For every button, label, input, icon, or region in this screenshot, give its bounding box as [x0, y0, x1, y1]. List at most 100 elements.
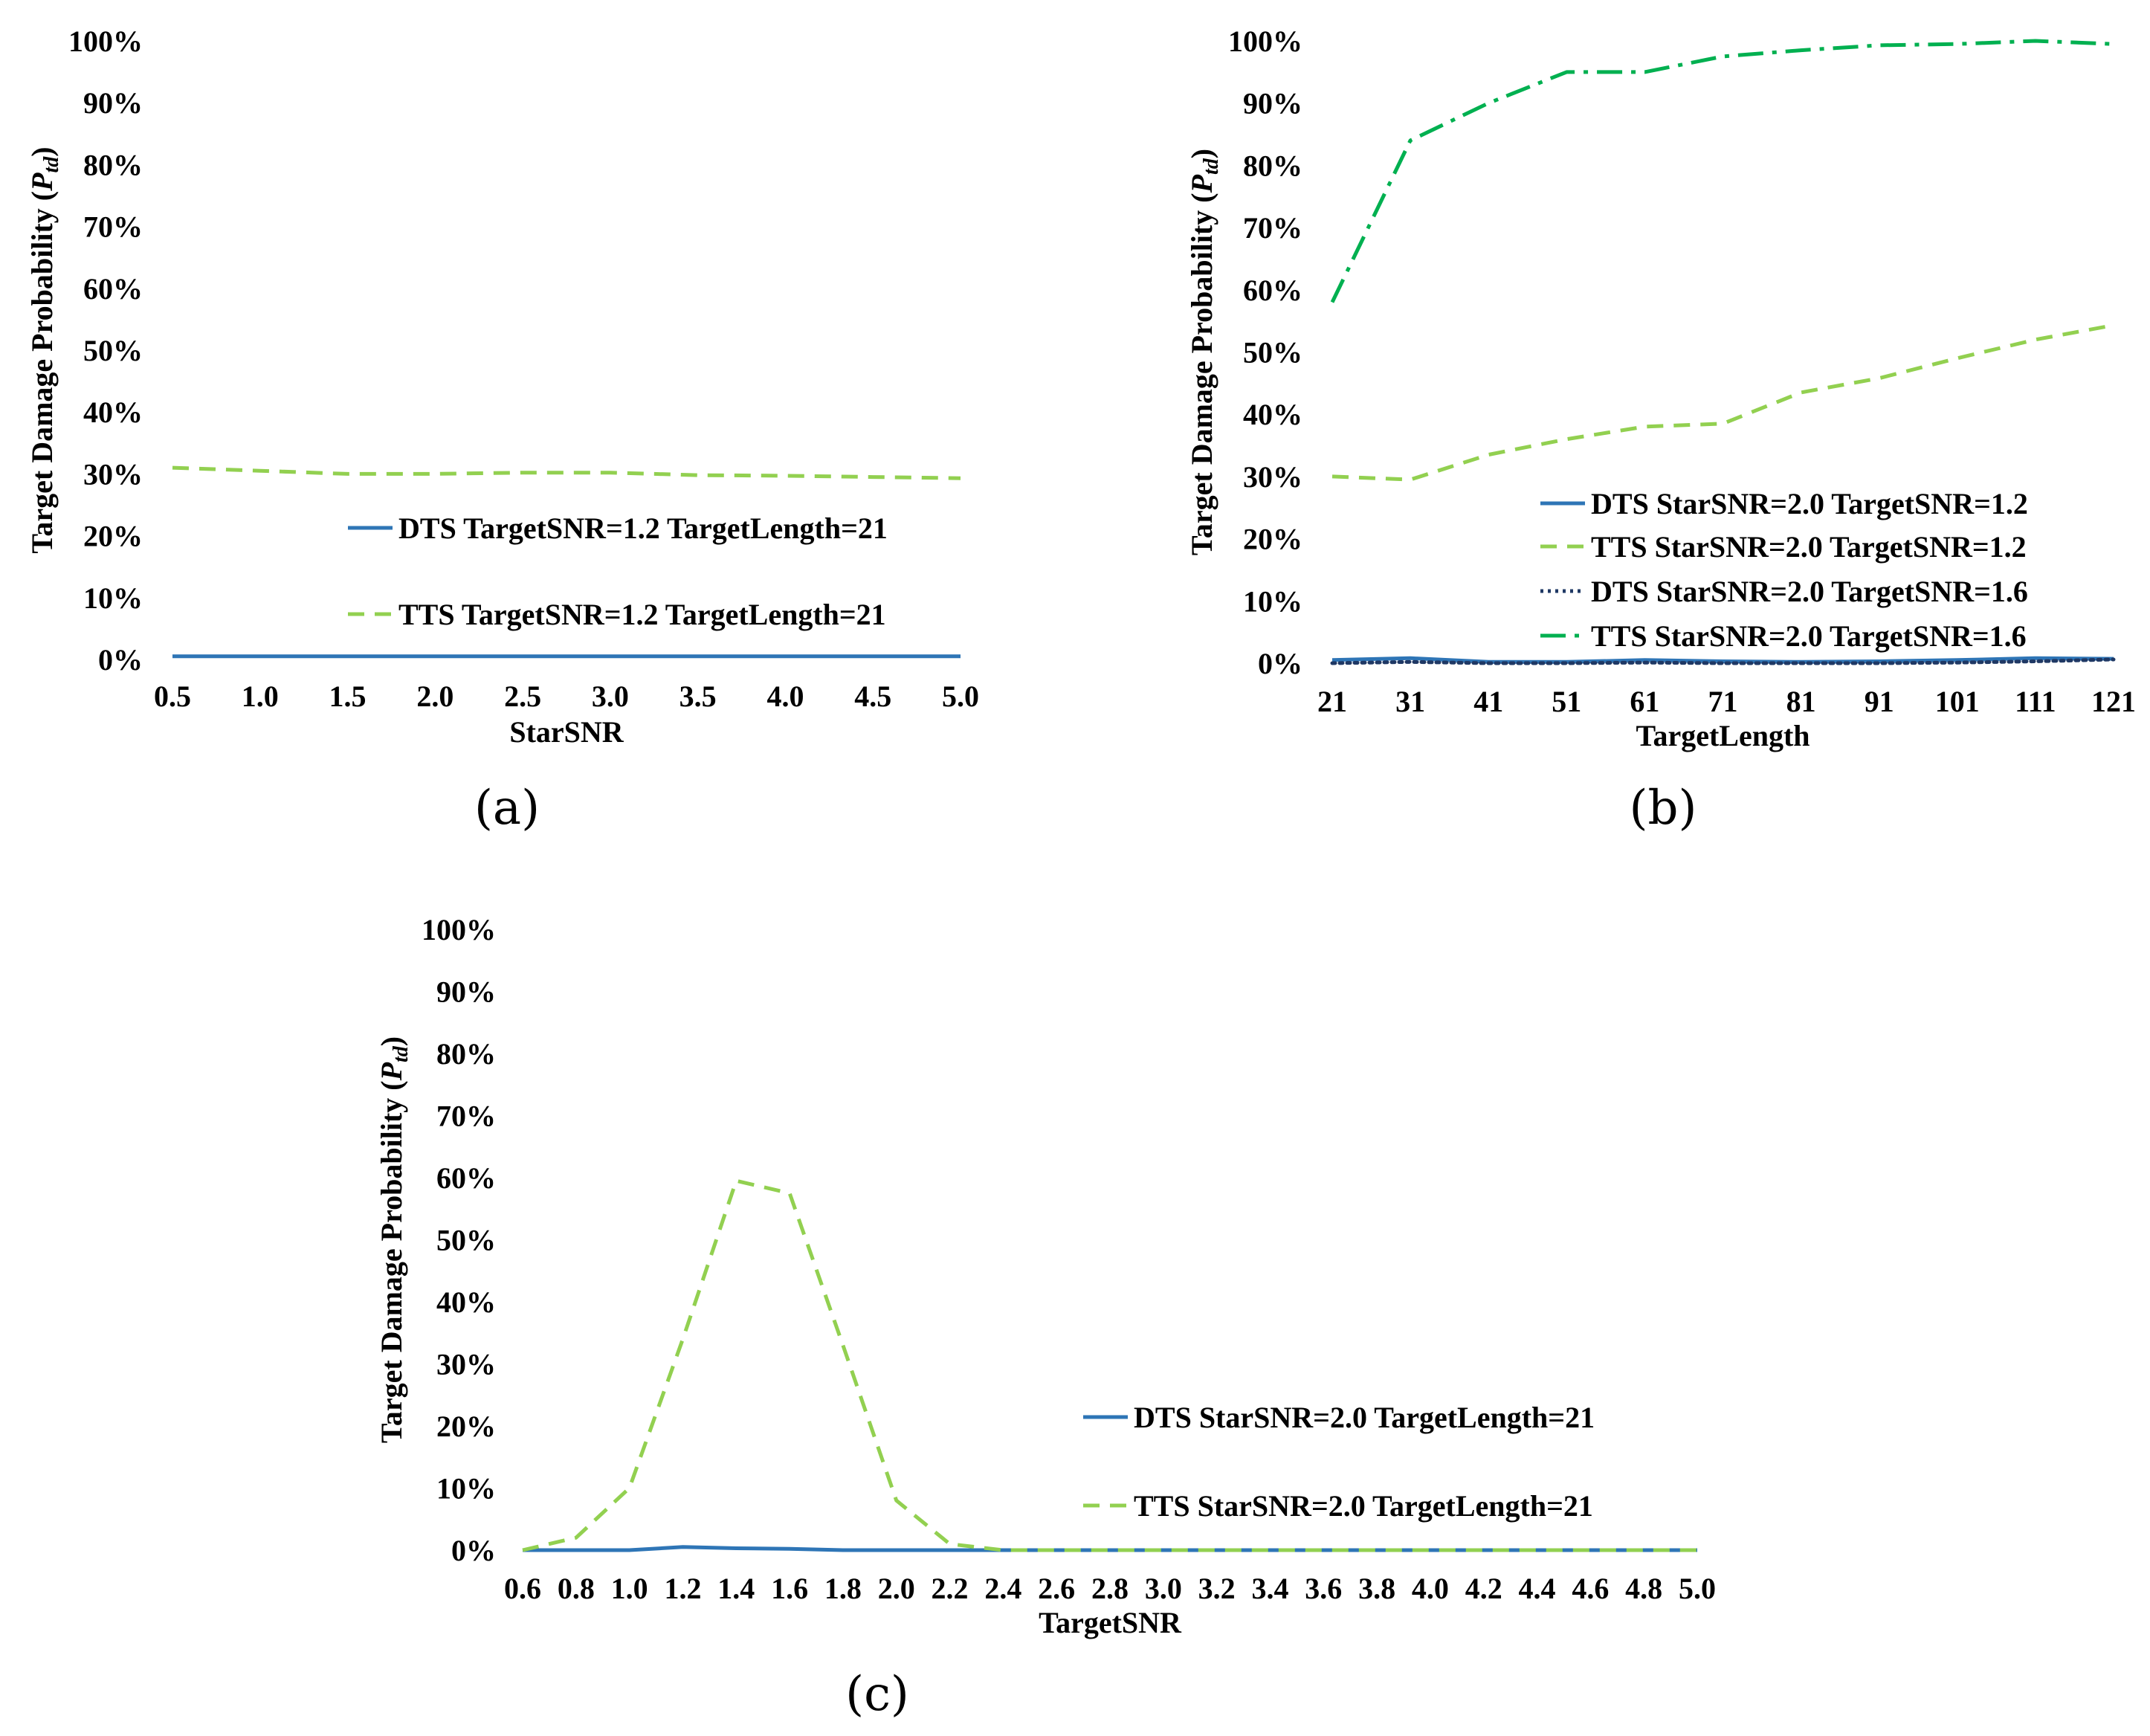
series-line-2 — [522, 1178, 1697, 1552]
x-tick-label: 5.0 — [942, 680, 979, 713]
x-tick-label: 4.6 — [1572, 1572, 1609, 1605]
y-tick-label: 90% — [1243, 87, 1302, 120]
y-tick-label: 90% — [83, 86, 143, 120]
y-tick-label: 40% — [436, 1285, 496, 1319]
y-axis-title: Target Damage Probability (Ptd) — [375, 1036, 413, 1443]
y-tick-label: 30% — [436, 1348, 496, 1381]
x-tick-label: 3.6 — [1305, 1572, 1342, 1605]
x-tick-label: 3.5 — [679, 680, 717, 713]
y-tick-label: 100% — [68, 25, 143, 58]
x-tick-label: 1.0 — [242, 680, 279, 713]
y-tick-label: 80% — [83, 148, 143, 181]
y-tick-label: 0% — [1258, 647, 1302, 680]
x-tick-label: 1.4 — [717, 1572, 755, 1605]
x-tick-label: 31 — [1395, 685, 1425, 718]
legend-label-2: TTS StarSNR=2.0 TargetLength=21 — [1134, 1489, 1593, 1523]
series-line-2 — [172, 465, 961, 480]
x-tick-label: 5.0 — [1679, 1572, 1716, 1605]
y-tick-label: 30% — [1243, 460, 1302, 494]
legend-label-1: DTS StarSNR=2.0 TargetSNR=1.2 — [1591, 487, 2028, 520]
y-tick-label: 70% — [1243, 211, 1302, 245]
x-tick-label: 4.2 — [1465, 1572, 1502, 1605]
x-tick-label: 1.0 — [611, 1572, 648, 1605]
legend-label-4: TTS StarSNR=2.0 TargetSNR=1.6 — [1591, 619, 2027, 653]
x-tick-label: 101 — [1935, 685, 1980, 718]
x-tick-label: 0.5 — [154, 680, 191, 713]
series-line-3 — [1330, 657, 2116, 665]
x-tick-label: 1.2 — [664, 1572, 701, 1605]
y-tick-label: 90% — [436, 975, 496, 1009]
x-tick-label: 3.0 — [1145, 1572, 1182, 1605]
y-axis-title-symbol: P — [1185, 174, 1218, 193]
x-axis-title: StarSNR — [509, 715, 624, 749]
y-tick-label: 20% — [1243, 523, 1302, 556]
x-tick-label: 4.4 — [1519, 1572, 1556, 1605]
y-tick-label: 0% — [98, 643, 143, 677]
x-tick-label: 0.8 — [558, 1572, 595, 1605]
y-axis-title-text: Target Damage Probability ( — [1185, 193, 1218, 555]
y-tick-label: 80% — [1243, 149, 1302, 182]
y-tick-label: 40% — [83, 396, 143, 429]
y-tick-label: 100% — [1228, 25, 1302, 58]
x-tick-label: 21 — [1317, 685, 1347, 718]
y-tick-label: 50% — [1243, 336, 1302, 370]
y-axis-title-symbol: P — [25, 172, 59, 192]
x-tick-label: 121 — [2091, 685, 2136, 718]
x-tick-label: 3.2 — [1198, 1572, 1236, 1605]
x-tick-label: 2.8 — [1091, 1572, 1129, 1605]
x-tick-label: 61 — [1630, 685, 1659, 718]
y-tick-label: 20% — [436, 1410, 496, 1443]
series-line-2 — [1331, 323, 2114, 482]
y-tick-label: 30% — [83, 457, 143, 491]
y-tick-label: 10% — [83, 581, 143, 615]
legend-label-1: DTS TargetSNR=1.2 TargetLength=21 — [398, 512, 888, 545]
x-tick-label: 1.5 — [329, 680, 367, 713]
legend-label-2: TTS StarSNR=2.0 TargetSNR=1.2 — [1591, 530, 2027, 564]
series-line-4 — [1330, 39, 2114, 303]
y-tick-label: 20% — [83, 520, 143, 553]
legend-label-3: DTS StarSNR=2.0 TargetSNR=1.6 — [1591, 575, 2028, 608]
y-axis-title-subscript: td — [1200, 158, 1223, 175]
y-tick-label: 50% — [83, 334, 143, 367]
x-tick-label: 91 — [1865, 685, 1894, 718]
x-tick-label: 111 — [2015, 685, 2056, 718]
x-tick-label: 2.0 — [878, 1572, 915, 1605]
y-tick-label: 70% — [436, 1100, 496, 1133]
y-axis-title-text: Target Damage Probability ( — [375, 1080, 408, 1443]
chart-b: 0% 10% 20% 30% 40% 50% 60% 70% 80% 90% 100% 21 31 41 5… — [1185, 25, 2136, 836]
x-tick-label: 71 — [1708, 685, 1738, 718]
y-tick-label: 10% — [436, 1472, 496, 1506]
x-tick-label: 3.4 — [1251, 1572, 1288, 1605]
legend-label-2: TTS TargetSNR=1.2 TargetLength=21 — [398, 598, 886, 631]
x-tick-label: 4.8 — [1625, 1572, 1662, 1605]
series-line-1 — [1331, 656, 2114, 664]
y-tick-label: 50% — [436, 1224, 496, 1257]
x-tick-label: 2.2 — [932, 1572, 969, 1605]
chart-a: 0% 10% 20% 30% 40% 50% 60% 70% 80% 90% 100% 0.5 1.0 1… — [25, 25, 979, 836]
y-axis-title-close: ) — [375, 1036, 408, 1046]
y-axis-title-close: ) — [25, 146, 59, 156]
x-tick-label: 4.0 — [766, 680, 804, 713]
x-tick-label: 1.8 — [824, 1572, 862, 1605]
x-tick-label: 81 — [1786, 685, 1816, 718]
y-tick-label: 60% — [83, 272, 143, 306]
panel-label: (c) — [845, 1667, 909, 1722]
y-axis-title-symbol: P — [375, 1062, 408, 1081]
x-tick-label: 0.6 — [504, 1572, 541, 1605]
x-tick-label: 2.6 — [1038, 1572, 1075, 1605]
y-tick-label: 10% — [1243, 584, 1302, 618]
x-axis-title: TargetSNR — [1039, 1606, 1182, 1639]
y-tick-label: 100% — [422, 913, 496, 946]
panel-label: (a) — [474, 781, 540, 836]
y-tick-label: 0% — [451, 1534, 496, 1567]
x-tick-label: 3.8 — [1358, 1572, 1395, 1605]
x-tick-label: 2.0 — [416, 680, 453, 713]
x-axis-title: TargetLength — [1636, 719, 1810, 752]
y-tick-label: 80% — [436, 1037, 496, 1071]
y-axis-title-text: Target Damage Probability ( — [25, 191, 59, 554]
y-axis-title: Target Damage Probability (Ptd) — [25, 146, 63, 553]
y-axis-title-subscript: td — [390, 1045, 413, 1062]
x-tick-label: 4.0 — [1412, 1572, 1449, 1605]
panel-label: (b) — [1630, 781, 1697, 836]
